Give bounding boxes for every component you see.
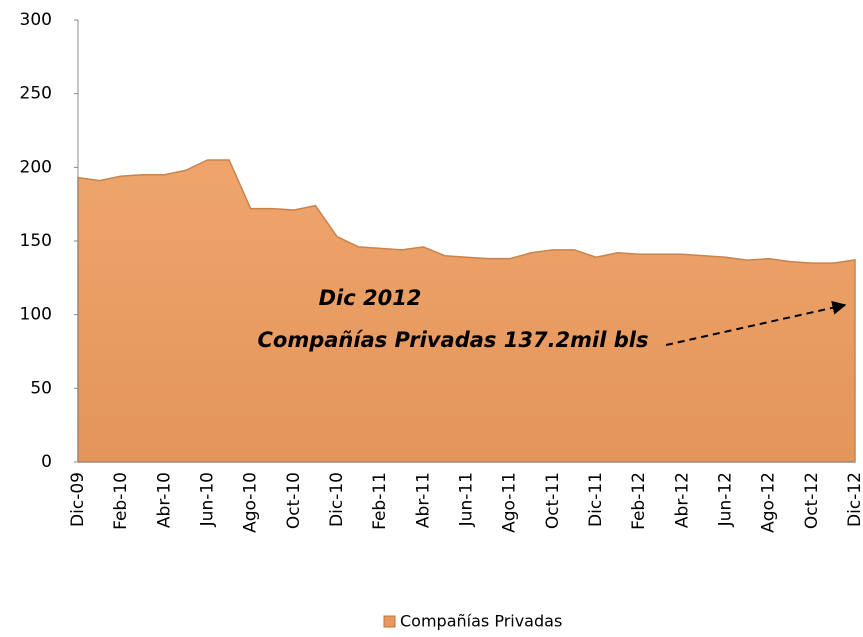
x-tick-label: Feb-11 xyxy=(370,472,390,530)
y-tick-label: 300 xyxy=(20,10,52,30)
x-tick-label: Feb-12 xyxy=(629,472,649,530)
legend-label: Compañías Privadas xyxy=(400,612,562,631)
annotation: Dic 2012 xyxy=(319,286,422,310)
x-tick-label: Jun-11 xyxy=(457,472,477,527)
y-tick-label: 150 xyxy=(20,231,52,251)
x-tick-label: Oct-10 xyxy=(284,472,304,529)
legend-marker xyxy=(383,615,396,628)
x-tick-label: Ago-10 xyxy=(241,472,261,533)
x-tick-label: Dic-11 xyxy=(586,472,606,527)
y-tick-label: 250 xyxy=(20,84,52,104)
annotation: Compañías Privadas 137.2mil bls xyxy=(258,328,649,352)
x-tick-label: Oct-12 xyxy=(802,472,822,529)
x-tick-label: Abr-11 xyxy=(413,472,433,528)
area xyxy=(77,159,856,463)
x-tick-label: Dic-09 xyxy=(68,472,88,527)
x-tick-label: Oct-11 xyxy=(543,472,563,529)
x-tick-label: Ago-12 xyxy=(759,472,779,533)
y-tick-label: 100 xyxy=(20,305,52,325)
x-tick-label: Abr-10 xyxy=(154,472,174,528)
x-tick-label: Jun-12 xyxy=(716,472,736,527)
x-tick-label: Jun-10 xyxy=(198,472,218,527)
y-tick-label: 200 xyxy=(20,157,52,177)
y-tick-label: 50 xyxy=(30,378,52,398)
x-tick-label: Dic-12 xyxy=(845,472,863,527)
annotation-arrow xyxy=(665,300,847,346)
x-tick-label: Feb-10 xyxy=(111,472,131,530)
x-tick-label: Abr-12 xyxy=(672,472,692,528)
y-tick-label: 0 xyxy=(41,452,52,472)
x-tick-label: Dic-10 xyxy=(327,472,347,527)
x-tick-label: Ago-11 xyxy=(500,472,520,533)
